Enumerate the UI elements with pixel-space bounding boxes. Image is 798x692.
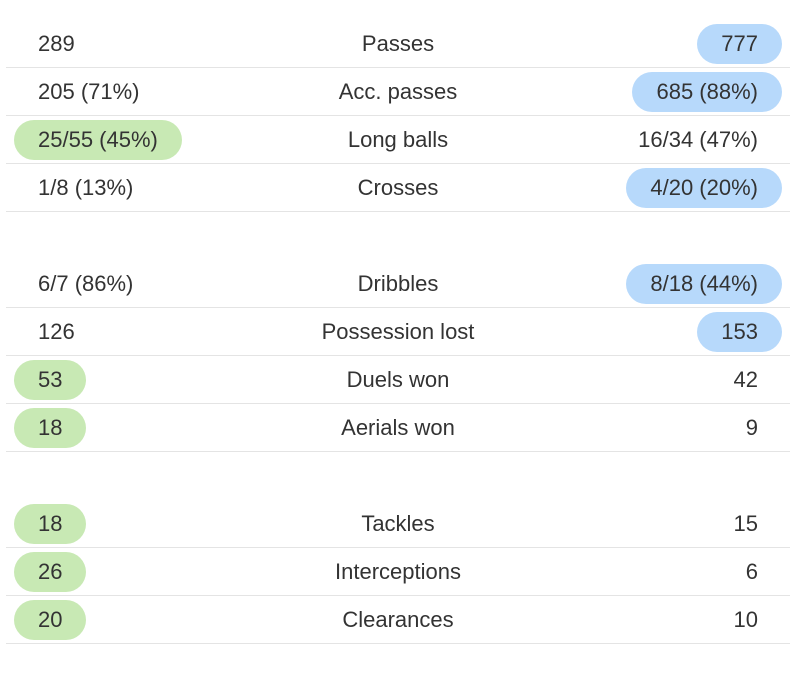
home-value: 20 [14,600,87,640]
away-value: 15 [733,511,758,536]
stat-label: Possession lost [321,319,475,344]
stat-row: 26 Interceptions 6 [6,548,790,596]
stat-group: 18 Tackles 15 26 Interceptions 6 20 Clearances 1… [0,500,798,644]
home-value: 18 [14,504,87,544]
stat-row: 1/8 (13%) Crosses 4/20 (20%) [6,164,790,212]
away-value: 8/18 (44%) [626,264,782,304]
away-value: 685 (88%) [632,72,782,112]
stat-row: 205 (71%) Acc. passes 685 (88%) [6,68,790,116]
away-value: 777 [697,24,782,64]
stat-label: Interceptions [335,559,461,584]
stat-row: 25/55 (45%) Long balls 16/34 (47%) [6,116,790,164]
stat-row: 6/7 (86%) Dribbles 8/18 (44%) [6,260,790,308]
away-value: 6 [745,559,758,584]
home-value: 53 [14,360,87,400]
home-value: 6/7 (86%) [38,271,134,296]
home-value: 1/8 (13%) [38,175,134,200]
stat-label: Aerials won [341,415,455,440]
stat-group: 289 Passes 777 205 (71%) Acc. passes 685 (88%… [0,20,798,212]
stat-label: Clearances [342,607,454,632]
stat-label: Duels won [346,367,450,392]
home-value: 25/55 (45%) [14,120,182,160]
match-stats-table: 289 Passes 777 205 (71%) Acc. passes 685 (88%… [0,20,798,692]
stat-row: 53 Duels won 42 [6,356,790,404]
away-value: 42 [733,367,758,392]
stat-label: Passes [361,31,435,56]
stat-row: 18 Aerials won 9 [6,404,790,452]
away-value: 9 [745,415,758,440]
away-value: 16/34 (47%) [638,127,758,152]
stat-row: 126 Possession lost 153 [6,308,790,356]
stat-label: Tackles [361,511,435,536]
stat-row: 18 Tackles 15 [6,500,790,548]
stat-group: 6/7 (86%) Dribbles 8/18 (44%) 126 Possession… [0,260,798,452]
home-value: 205 (71%) [38,79,140,104]
home-value: 289 [38,31,75,56]
home-value: 126 [38,319,75,344]
away-value: 153 [697,312,782,352]
stat-row: 20 Clearances 10 [6,596,790,644]
away-value: 10 [733,607,758,632]
home-value: 26 [14,552,87,592]
stat-row: 289 Passes 777 [6,20,790,68]
away-value: 4/20 (20%) [626,168,782,208]
home-value: 18 [14,408,87,448]
